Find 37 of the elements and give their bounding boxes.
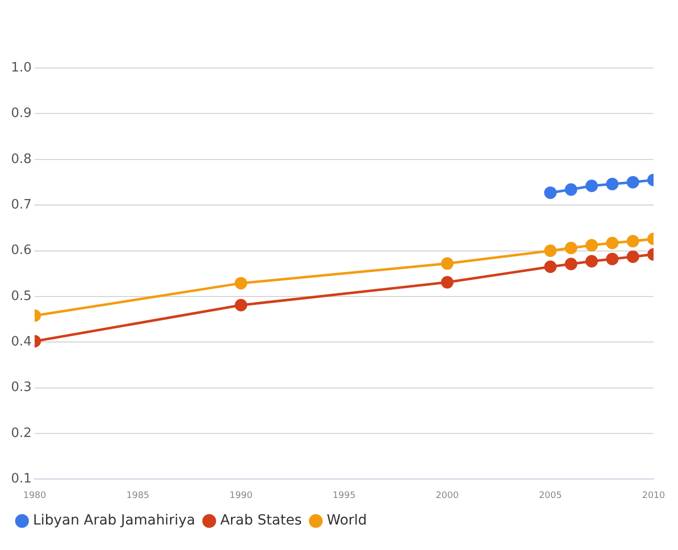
x-tick-label: 2000: [436, 490, 459, 501]
legend-label: Libyan Arab Jamahiriya: [33, 512, 196, 529]
y-tick-label: 0.7: [10, 197, 32, 212]
point: [585, 255, 598, 268]
x-tick-label: 1995: [332, 490, 356, 501]
point: [626, 176, 640, 188]
x-tick-label: 2010: [642, 490, 666, 501]
point: [626, 234, 640, 248]
x-tick-label: 2005: [538, 490, 562, 501]
legend-label: Arab States: [220, 512, 302, 529]
point: [606, 178, 619, 190]
y-tick-label: 0.9: [10, 106, 32, 122]
point: [626, 250, 640, 263]
point: [585, 180, 598, 192]
point: [585, 239, 598, 252]
x-tick-label: 1985: [126, 490, 150, 501]
point: [606, 236, 619, 250]
point: [544, 244, 557, 258]
y-tick-label: 0.1: [10, 472, 32, 487]
point: [564, 258, 578, 270]
y-tick-label: 0.5: [10, 288, 32, 304]
x-tick-label: 1990: [230, 490, 253, 501]
y-tick-label: 0.6: [10, 243, 32, 258]
point: [441, 276, 454, 289]
y-tick-label: 0.4: [10, 334, 32, 350]
y-tick-label: 0.2: [10, 426, 32, 441]
x-tick-label: 1980: [23, 490, 46, 501]
legend-label: World: [326, 512, 367, 529]
point: [564, 183, 578, 196]
y-tick-label: 0.8: [10, 152, 32, 167]
y-tick-label: 0.3: [10, 380, 32, 396]
point: [564, 242, 578, 254]
point: [544, 186, 557, 199]
point: [544, 260, 557, 273]
y-tick-label: 1.0: [10, 60, 32, 76]
point: [441, 257, 454, 270]
point: [606, 252, 619, 266]
